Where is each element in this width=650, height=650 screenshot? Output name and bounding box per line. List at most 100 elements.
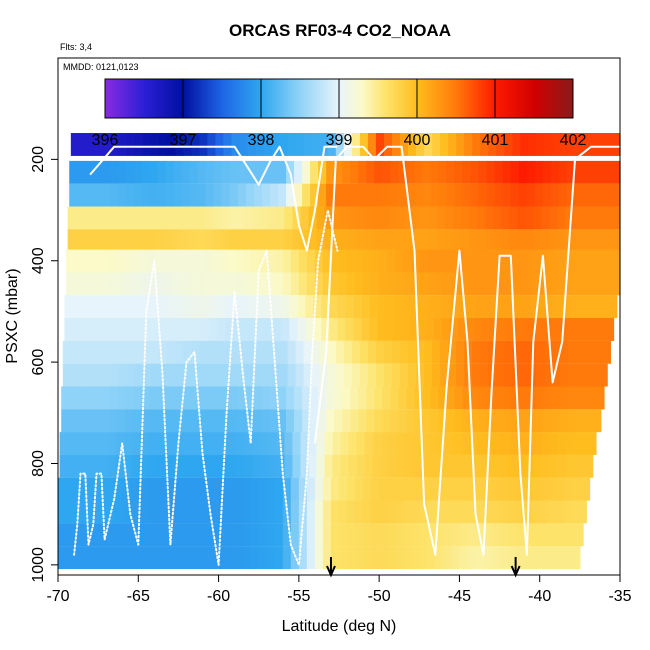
heatmap-cell	[398, 409, 408, 433]
heatmap-cell	[130, 272, 139, 296]
heatmap-cell	[257, 295, 266, 319]
heatmap-cell	[245, 409, 255, 433]
heatmap-cell	[229, 183, 239, 207]
heatmap-cell	[579, 477, 589, 501]
heatmap-cell	[560, 133, 570, 156]
y-axis-label: PSXC (mbar)	[4, 268, 21, 363]
heatmap-cell	[339, 500, 348, 524]
heatmap-cell	[339, 546, 348, 570]
heatmap-cell	[324, 432, 334, 455]
heatmap-cell	[552, 363, 562, 387]
heatmap-cell	[406, 183, 416, 207]
heatmap-cell	[146, 523, 155, 547]
heatmap-cell	[98, 272, 107, 296]
heatmap-cell	[305, 295, 314, 319]
heatmap-cell	[343, 340, 353, 364]
heatmap-cell	[335, 133, 345, 156]
heatmap-cell	[77, 183, 86, 207]
heatmap-cell	[290, 249, 300, 273]
heatmap-cell	[228, 229, 237, 253]
heatmap-cell	[483, 249, 493, 273]
heatmap-cell	[308, 432, 318, 455]
heatmap-cell	[547, 546, 557, 570]
heatmap-cell	[204, 432, 213, 455]
heatmap-cell	[162, 249, 171, 273]
heatmap-cell	[509, 206, 518, 230]
heatmap-cell	[163, 432, 173, 455]
heatmap-cell	[567, 160, 576, 184]
heatmap-cell	[130, 546, 139, 570]
heatmap-cell	[568, 363, 578, 387]
heatmap-cell	[329, 295, 338, 319]
heatmap-cell	[258, 272, 268, 296]
heatmap-cell	[412, 229, 422, 253]
heatmap-cell	[106, 523, 115, 547]
heatmap-cell	[326, 183, 335, 207]
heatmap-cell	[436, 229, 446, 253]
heatmap-cell	[444, 229, 454, 253]
heatmap-cell	[324, 229, 334, 253]
heatmap-cell	[237, 386, 247, 410]
heatmap-cell	[290, 477, 300, 501]
heatmap-cell	[536, 340, 546, 364]
heatmap-cell	[242, 500, 252, 524]
heatmap-cell	[565, 206, 575, 230]
heatmap-cell	[268, 206, 277, 230]
heatmap-cell	[88, 318, 98, 341]
heatmap-cell	[162, 546, 171, 570]
heatmap-cell	[139, 206, 149, 230]
heatmap-cell	[459, 546, 469, 570]
heatmap-cell	[501, 229, 510, 253]
heatmap-cell	[427, 249, 436, 273]
heatmap-cell	[448, 363, 457, 387]
heatmap-cell	[66, 500, 75, 524]
heatmap-cell	[576, 133, 586, 156]
heatmap-cell	[420, 432, 430, 455]
heatmap-cell	[528, 133, 538, 156]
heatmap-cell	[459, 523, 469, 547]
heatmap-cell	[335, 363, 345, 387]
heatmap-cell	[302, 409, 311, 433]
heatmap-cell	[308, 229, 318, 253]
heatmap-cell	[340, 229, 350, 253]
heatmap-cell	[306, 272, 316, 296]
heatmap-cell	[155, 229, 165, 253]
heatmap-cell	[435, 523, 444, 547]
heatmap-cell	[542, 183, 552, 207]
heatmap-cell	[515, 272, 525, 296]
heatmap-cell	[510, 160, 520, 184]
heatmap-cell	[188, 432, 197, 455]
heatmap-cell	[207, 340, 216, 364]
heatmap-cell	[522, 318, 531, 341]
heatmap-cell	[459, 477, 469, 501]
heatmap-cell	[237, 183, 247, 207]
heatmap-cell	[279, 363, 289, 387]
heatmap-cell	[70, 133, 80, 156]
heatmap-cell	[364, 229, 374, 253]
heatmap-cell	[212, 454, 221, 478]
heatmap-cell	[66, 272, 75, 296]
heatmap-cell	[64, 295, 74, 319]
heatmap-cell	[363, 523, 372, 547]
heatmap-cell	[151, 340, 160, 364]
heatmap-cell	[172, 432, 181, 455]
heatmap-cell	[181, 386, 191, 410]
heatmap-cell	[261, 160, 271, 184]
heatmap-cell	[69, 183, 78, 207]
heatmap-cell	[591, 386, 600, 410]
heatmap-cell	[316, 229, 326, 253]
heatmap-cell	[571, 477, 581, 501]
y-tick-label: 800	[30, 450, 47, 477]
heatmap-cell	[297, 295, 306, 319]
heatmap-cell	[573, 432, 583, 455]
heatmap-cell	[226, 500, 236, 524]
heatmap-cell	[286, 183, 295, 207]
heatmap-cell	[224, 295, 234, 319]
heatmap-cell	[403, 272, 412, 296]
heatmap-cell	[133, 409, 143, 433]
heatmap-cell	[176, 295, 186, 319]
heatmap-cell	[141, 386, 151, 410]
heatmap-cell	[178, 272, 188, 296]
heatmap-cell	[422, 183, 432, 207]
heatmap-cell	[615, 160, 621, 184]
